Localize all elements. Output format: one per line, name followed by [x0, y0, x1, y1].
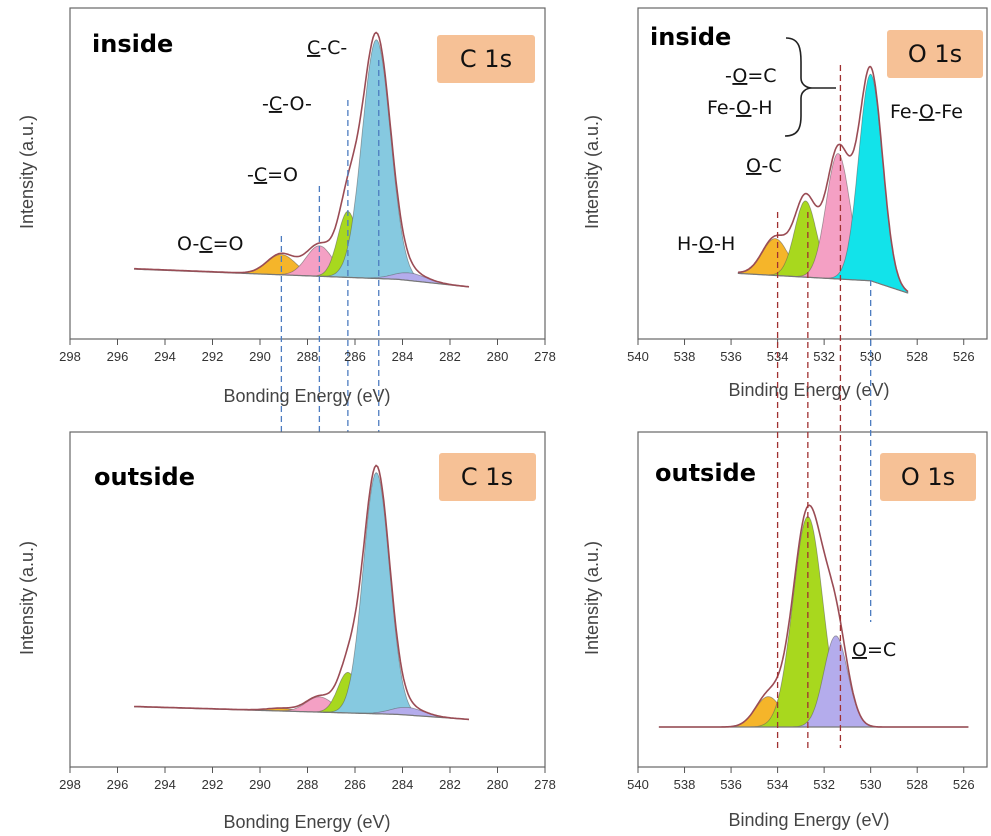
envelope-line: [658, 504, 969, 728]
x-tick-label: 280: [487, 349, 509, 364]
guide-lines: [776, 65, 872, 748]
x-tick-label: 528: [906, 777, 928, 792]
label-o-c: O-C: [746, 155, 782, 177]
panel-outside-c1s: 298 296 294 292 290 288 286 284 282 280 278 outsid…: [17, 431, 556, 832]
panel-tag: inside: [92, 30, 173, 58]
y-axis-title: Intensity (a.u.): [582, 115, 602, 229]
x-tick-label: 294: [154, 349, 176, 364]
x-tick-label: 526: [953, 777, 975, 792]
x-tick-label: 288: [297, 777, 319, 792]
peak-fills: [737, 65, 909, 294]
envelope-line: [134, 464, 470, 721]
x-tick-label: 538: [674, 349, 696, 364]
core-level-badge-text: O 1s: [901, 463, 955, 491]
background-line: [738, 272, 909, 294]
core-level-badge-text: C 1s: [461, 463, 513, 491]
x-axis-ticks: 298 296 294 292 290 288 286 284 282 280 278: [59, 339, 556, 364]
panel-tag: inside: [650, 23, 731, 51]
x-tick-label: 294: [154, 777, 176, 792]
label-o-c-o: O-C=O: [177, 233, 244, 255]
x-tick-label: 292: [202, 349, 224, 364]
x-tick-label: 296: [107, 349, 129, 364]
x-tick-label: 282: [439, 349, 461, 364]
x-tick-label: 290: [249, 349, 271, 364]
x-tick-label: 540: [627, 777, 649, 792]
x-tick-label: 278: [534, 777, 556, 792]
x-tick-label: 292: [202, 777, 224, 792]
peak-fills: [134, 464, 470, 721]
x-axis-ticks: 298 296 294 292 290 288 286 284 282 280 278: [59, 767, 556, 792]
peak-fills: [658, 504, 969, 728]
x-tick-label: 286: [344, 349, 366, 364]
x-tick-label: 296: [107, 777, 129, 792]
x-tick-label: 536: [720, 349, 742, 364]
envelope-line: [738, 65, 909, 293]
x-tick-label: 526: [953, 349, 975, 364]
x-axis-title: Bonding Energy (eV): [223, 812, 390, 832]
x-tick-label: 278: [534, 349, 556, 364]
x-axis-title: Bonding Energy (eV): [223, 386, 390, 406]
panel-outside-o1s: 540 538 536 534 532 530 528 526 outside O 1s O=…: [582, 65, 988, 830]
x-tick-label: 530: [860, 777, 882, 792]
y-axis-title: Intensity (a.u.): [17, 541, 37, 655]
core-level-badge: [887, 30, 983, 78]
label-o-double-c: -O=C: [725, 65, 777, 87]
x-tick-label: 530: [860, 349, 882, 364]
x-tick-label: 284: [392, 777, 414, 792]
x-tick-label: 298: [59, 349, 81, 364]
envelope-line: [134, 31, 470, 288]
core-level-badge: [439, 453, 536, 501]
x-tick-label: 286: [344, 777, 366, 792]
label-fe-o-h: Fe-O-H: [707, 97, 773, 119]
x-tick-label: 282: [439, 777, 461, 792]
panel-inside-o1s: 540 538 536 534 532 530 528 526 inside O 1s H-O…: [582, 7, 988, 400]
x-tick-label: 298: [59, 777, 81, 792]
x-tick-label: 284: [392, 349, 414, 364]
x-axis-ticks: 540 538 536 534 532 530 528 526: [627, 339, 975, 364]
core-level-badge: [880, 453, 976, 501]
label-h-o-h: H-O-H: [677, 233, 735, 255]
label-c-o: -C-O-: [262, 93, 312, 115]
label-fe-o-fe: Fe-O-Fe: [890, 101, 963, 123]
x-tick-label: 536: [720, 777, 742, 792]
x-tick-label: 288: [297, 349, 319, 364]
y-axis-title: Intensity (a.u.): [582, 541, 602, 655]
panel-tag: outside: [94, 463, 195, 491]
panel-inside-c1s: 298 296 294 292 290 288 286 284 282 280 278 inside…: [17, 7, 556, 740]
x-tick-label: 290: [249, 777, 271, 792]
x-axis-title: Binding Energy (eV): [728, 380, 889, 400]
core-level-badge: [437, 35, 535, 83]
core-level-badge-text: C 1s: [460, 45, 512, 73]
x-tick-label: 532: [813, 349, 835, 364]
y-axis-title: Intensity (a.u.): [17, 115, 37, 229]
core-level-badge-text: O 1s: [908, 40, 962, 68]
x-tick-label: 280: [487, 777, 509, 792]
x-tick-label: 540: [627, 349, 649, 364]
panel-tag: outside: [655, 459, 756, 487]
x-axis-ticks: 540 538 536 534 532 530 528 526: [627, 767, 975, 792]
label-o-double-c: O=C: [852, 639, 896, 661]
x-tick-label: 534: [767, 777, 789, 792]
x-tick-label: 528: [906, 349, 928, 364]
x-tick-label: 538: [674, 777, 696, 792]
label-c-c: C-C-: [307, 37, 347, 59]
x-axis-title: Binding Energy (eV): [728, 810, 889, 830]
x-tick-label: 532: [813, 777, 835, 792]
label-c-double-o: -C=O: [247, 164, 298, 186]
